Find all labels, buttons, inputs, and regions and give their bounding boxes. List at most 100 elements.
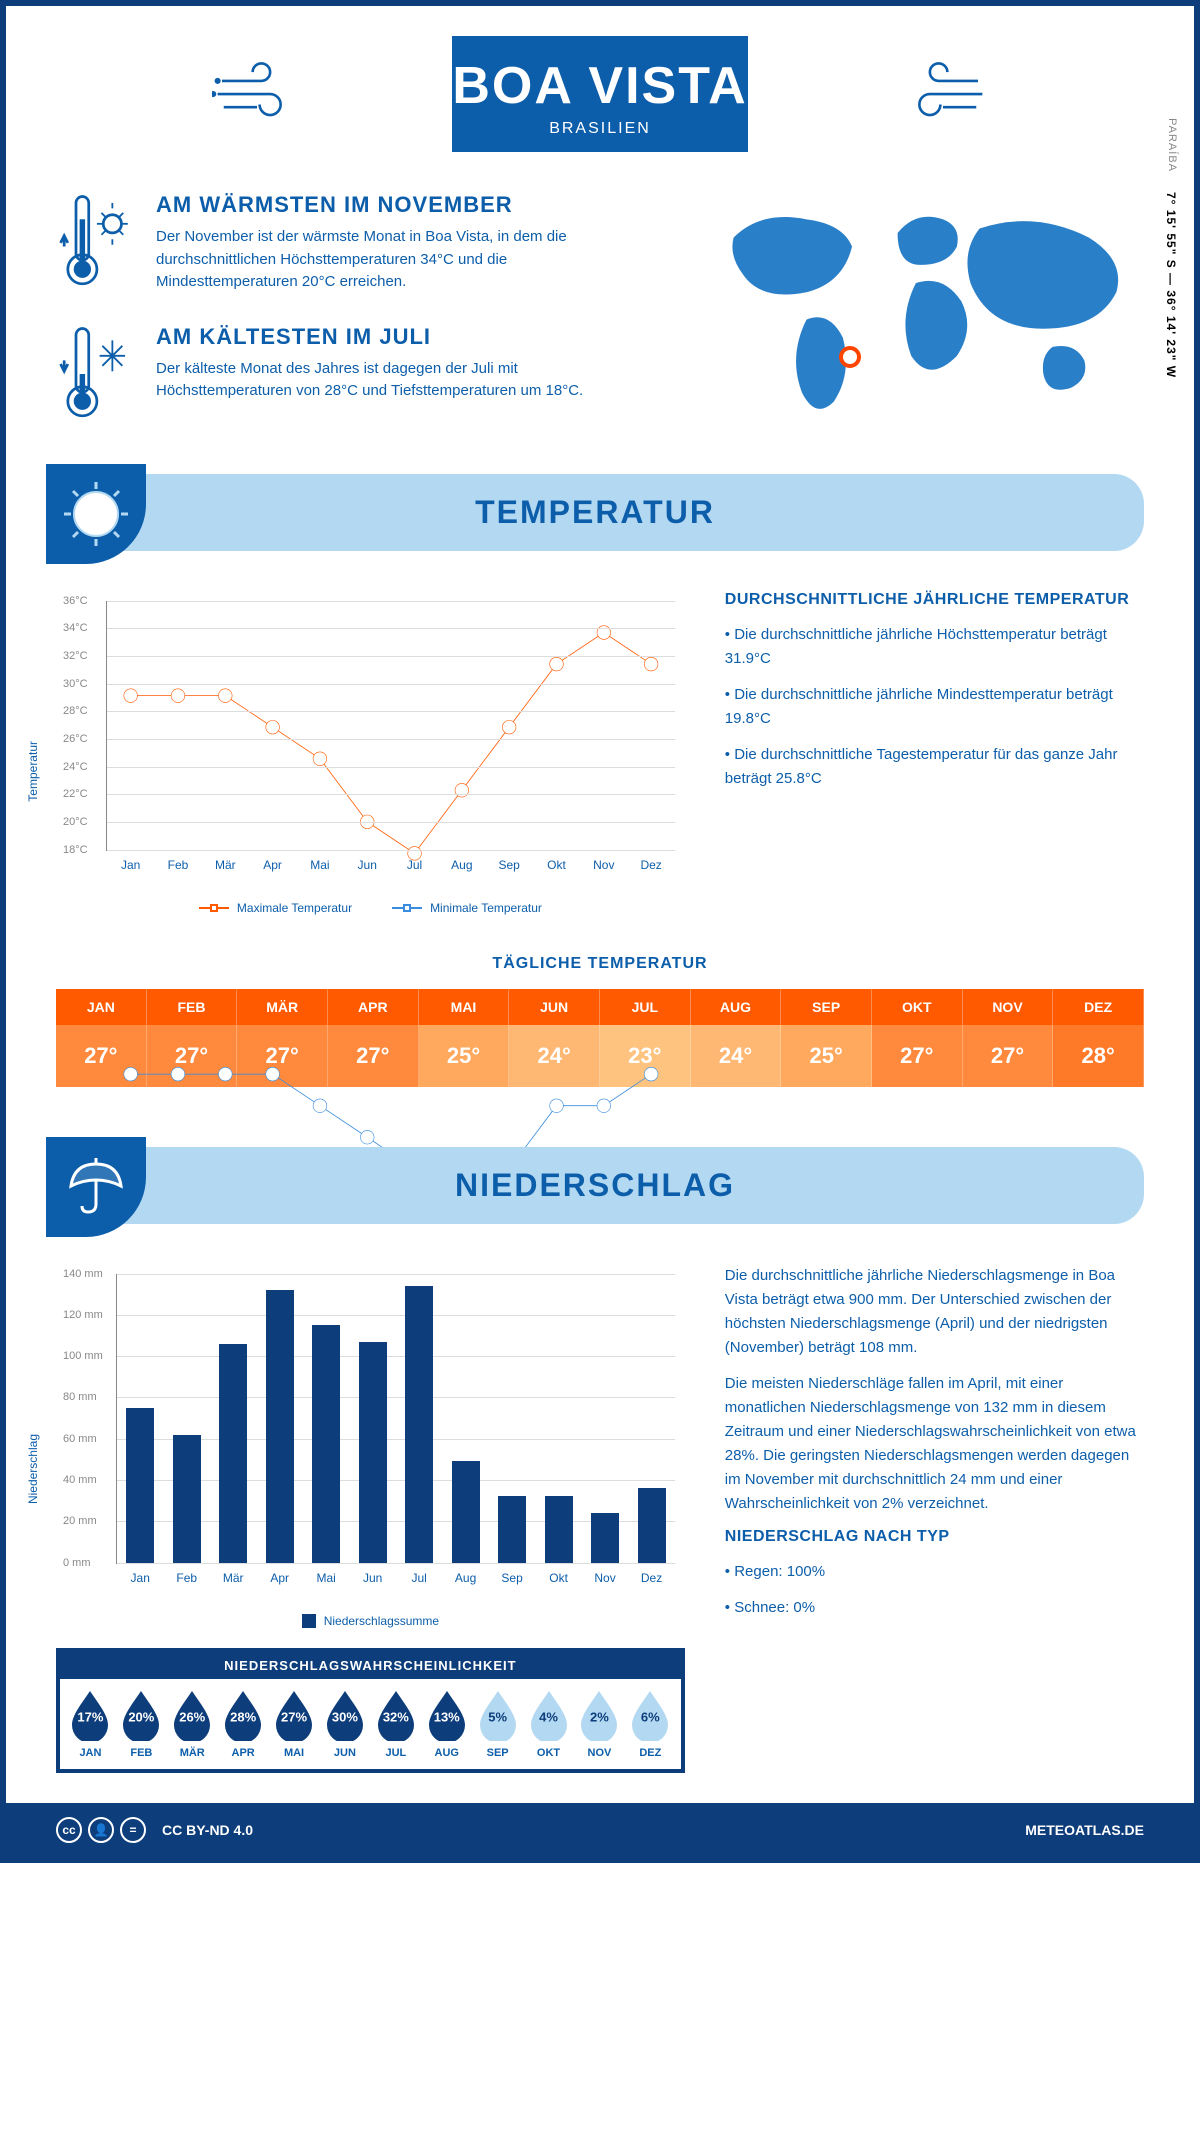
temp-chart-area: 18°C20°C22°C24°C26°C28°C30°C32°C34°C36°C…	[106, 601, 675, 851]
bytype-item: • Regen: 100%	[725, 1560, 1144, 1584]
temp-bullet: • Die durchschnittliche jährliche Mindes…	[725, 683, 1144, 731]
precip-bar	[359, 1342, 387, 1563]
precip-bar	[405, 1286, 433, 1563]
daily-cell: 25°	[781, 1025, 872, 1087]
region-label: PARAÍBA	[1166, 118, 1178, 172]
map-pin-icon	[839, 346, 861, 368]
precip-bytype-list: • Regen: 100% • Schnee: 0%	[725, 1560, 1144, 1620]
prob-cell: 13%AUG	[422, 1689, 471, 1759]
prob-cell: 20%FEB	[117, 1689, 166, 1759]
temperature-chart-col: Temperatur 18°C20°C22°C24°C26°C28°C30°C3…	[56, 591, 685, 915]
prob-cell: 26%MÄR	[168, 1689, 217, 1759]
wind-icon-left	[212, 59, 302, 129]
prob-cell: 30%JUN	[320, 1689, 369, 1759]
footer: cc 👤 = CC BY-ND 4.0 METEOATLAS.DE	[6, 1803, 1194, 1857]
site-name: METEOATLAS.DE	[1025, 1822, 1144, 1838]
daily-cell: 24°	[691, 1025, 782, 1087]
prob-cell: 6%DEZ	[626, 1689, 675, 1759]
temperature-content: Temperatur 18°C20°C22°C24°C26°C28°C30°C3…	[56, 591, 1144, 915]
cc-icon: cc	[56, 1817, 82, 1843]
daily-cell: 27°	[872, 1025, 963, 1087]
precip-bar	[452, 1461, 480, 1562]
temp-y-axis-label: Temperatur	[26, 741, 40, 802]
thermometer-hot-icon	[56, 192, 136, 292]
daily-cell: 28°	[1053, 1025, 1144, 1087]
warmest-text-wrap: AM WÄRMSTEN IM NOVEMBER Der November ist…	[156, 192, 648, 294]
header-wrap: BOA VISTA BRASILIEN	[56, 36, 1144, 152]
daily-header: DEZ	[1053, 989, 1144, 1025]
precip-bar	[266, 1290, 294, 1562]
page-container: BOA VISTA BRASILIEN AM WÄRMSTEN IM NOVEM…	[0, 0, 1200, 1863]
inner-content: BOA VISTA BRASILIEN AM WÄRMSTEN IM NOVEM…	[6, 6, 1194, 1803]
license-block: cc 👤 = CC BY-ND 4.0	[56, 1817, 253, 1843]
coldest-text-wrap: AM KÄLTESTEN IM JULI Der kälteste Monat …	[156, 324, 648, 424]
prob-cell: 32%JUL	[371, 1689, 420, 1759]
precip-bar	[173, 1435, 201, 1563]
warmest-text: Der November ist der wärmste Monat in Bo…	[156, 226, 648, 294]
precip-bar	[638, 1488, 666, 1562]
daily-header: OKT	[872, 989, 963, 1025]
prob-cell: 2%NOV	[575, 1689, 624, 1759]
temp-info: DURCHSCHNITTLICHE JÄHRLICHE TEMPERATUR •…	[725, 591, 1144, 915]
temp-bullets: • Die durchschnittliche jährliche Höchst…	[725, 623, 1144, 791]
prob-cell: 28%APR	[219, 1689, 268, 1759]
prob-cell: 4%OKT	[524, 1689, 573, 1759]
world-map	[688, 192, 1144, 422]
thermometer-cold-icon	[56, 324, 136, 424]
precip-bar	[591, 1513, 619, 1563]
precip-y-axis-label: Niederschlag	[26, 1434, 40, 1504]
precip-text-2: Die meisten Niederschläge fallen im Apri…	[725, 1372, 1144, 1516]
precip-banner: NIEDERSCHLAG	[46, 1147, 1144, 1224]
precip-title: NIEDERSCHLAG	[46, 1167, 1144, 1204]
daily-header: AUG	[691, 989, 782, 1025]
nd-icon: =	[120, 1817, 146, 1843]
precip-bar	[498, 1496, 526, 1562]
temp-chart-svg	[107, 601, 675, 1169]
wind-icon-right	[898, 59, 988, 129]
precip-legend-swatch	[302, 1614, 316, 1628]
header-banner: BOA VISTA BRASILIEN	[452, 36, 747, 152]
prob-cell: 5%SEP	[473, 1689, 522, 1759]
precip-probability-box: NIEDERSCHLAGSWAHRSCHEINLICHKEIT 17%JAN20…	[56, 1648, 685, 1773]
precip-bar	[219, 1344, 247, 1563]
precip-legend-label: Niederschlagssumme	[324, 1614, 439, 1628]
temp-bullet: • Die durchschnittliche Tagestemperatur …	[725, 743, 1144, 791]
coldest-block: AM KÄLTESTEN IM JULI Der kälteste Monat …	[56, 324, 648, 424]
by-icon: 👤	[88, 1817, 114, 1843]
coldest-title: AM KÄLTESTEN IM JULI	[156, 324, 648, 350]
temperature-banner: TEMPERATUR	[46, 474, 1144, 551]
summary-row: AM WÄRMSTEN IM NOVEMBER Der November ist…	[56, 192, 1144, 454]
precip-info: Die durchschnittliche jährliche Niedersc…	[725, 1264, 1144, 1773]
precip-prob-row: 17%JAN20%FEB26%MÄR28%APR27%MAI30%JUN32%J…	[60, 1679, 681, 1769]
precip-text-1: Die durchschnittliche jährliche Niedersc…	[725, 1264, 1144, 1360]
temperature-line-chart: Temperatur 18°C20°C22°C24°C26°C28°C30°C3…	[56, 591, 685, 891]
prob-cell: 17%JAN	[66, 1689, 115, 1759]
temp-bullet: • Die durchschnittliche jährliche Höchst…	[725, 623, 1144, 671]
temp-info-title: DURCHSCHNITTLICHE JÄHRLICHE TEMPERATUR	[725, 591, 1144, 609]
map-column: PARAÍBA 7° 15' 55" S — 36° 14' 23" W	[688, 192, 1144, 422]
precip-chart-area: 0 mm20 mm40 mm60 mm80 mm100 mm120 mm140 …	[116, 1274, 675, 1564]
temperature-title: TEMPERATUR	[46, 494, 1144, 531]
daily-header: NOV	[963, 989, 1054, 1025]
daily-header: SEP	[781, 989, 872, 1025]
precip-bytype-title: NIEDERSCHLAG NACH TYP	[725, 1528, 1144, 1546]
city-name: BOA VISTA	[452, 56, 747, 116]
daily-cell: 27°	[963, 1025, 1054, 1087]
country-name: BRASILIEN	[452, 120, 747, 138]
coldest-text: Der kälteste Monat des Jahres ist dagege…	[156, 358, 648, 403]
license-text: CC BY-ND 4.0	[162, 1822, 253, 1838]
prob-cell: 27%MAI	[270, 1689, 319, 1759]
summary-left: AM WÄRMSTEN IM NOVEMBER Der November ist…	[56, 192, 648, 454]
sun-icon	[46, 464, 146, 564]
precip-legend: Niederschlagssumme	[56, 1614, 685, 1628]
warmest-block: AM WÄRMSTEN IM NOVEMBER Der November ist…	[56, 192, 648, 294]
bytype-item: • Schnee: 0%	[725, 1596, 1144, 1620]
warmest-title: AM WÄRMSTEN IM NOVEMBER	[156, 192, 648, 218]
coordinates: 7° 15' 55" S — 36° 14' 23" W	[1164, 192, 1178, 378]
precip-bar	[312, 1325, 340, 1562]
precip-bar-chart: Niederschlag 0 mm20 mm40 mm60 mm80 mm100…	[56, 1264, 685, 1604]
precip-prob-title: NIEDERSCHLAGSWAHRSCHEINLICHKEIT	[60, 1652, 681, 1679]
precip-content: Niederschlag 0 mm20 mm40 mm60 mm80 mm100…	[56, 1264, 1144, 1773]
precip-bar	[545, 1496, 573, 1562]
precip-chart-col: Niederschlag 0 mm20 mm40 mm60 mm80 mm100…	[56, 1264, 685, 1773]
